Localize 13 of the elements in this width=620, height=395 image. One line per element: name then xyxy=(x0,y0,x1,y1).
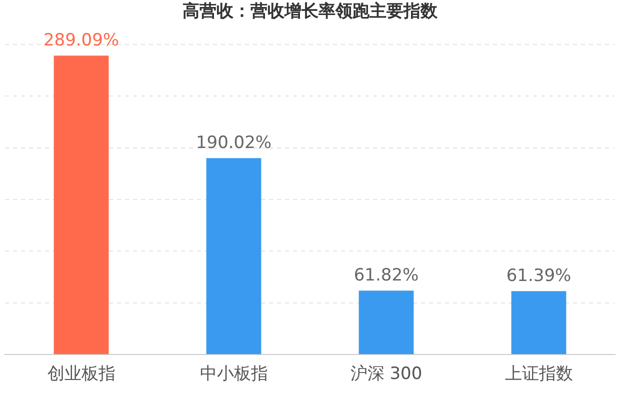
bar xyxy=(511,291,566,354)
x-tick-label: 上证指数 xyxy=(504,364,573,384)
x-tick-label: 沪深 300 xyxy=(350,364,422,384)
chart-title: 高营收：营收增长率领跑主要指数 xyxy=(182,2,438,22)
bar xyxy=(206,158,262,354)
bar xyxy=(54,56,109,354)
data-label: 190.02% xyxy=(196,133,272,154)
x-tick-label: 中小板指 xyxy=(200,364,268,384)
x-tick-label: 创业板指 xyxy=(47,364,116,384)
bar xyxy=(358,290,414,354)
data-label: 61.39% xyxy=(506,266,572,286)
data-label: 289.09% xyxy=(43,30,120,51)
data-label: 61.82% xyxy=(354,266,419,286)
